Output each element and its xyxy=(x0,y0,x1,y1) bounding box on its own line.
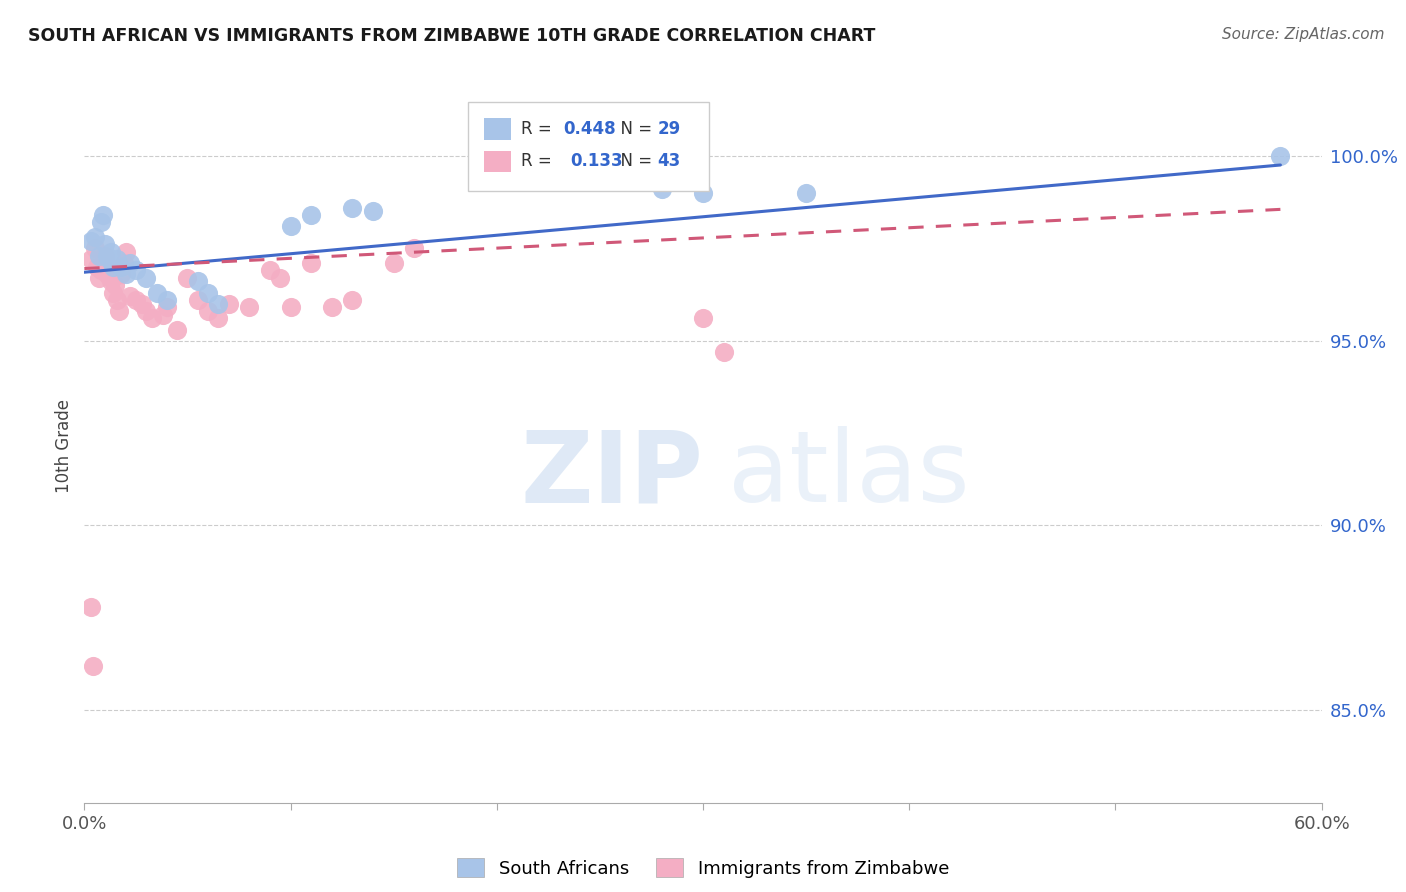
Point xyxy=(118,256,141,270)
Point xyxy=(321,301,343,315)
FancyBboxPatch shape xyxy=(484,151,512,172)
Point xyxy=(404,241,426,255)
Point xyxy=(105,252,128,267)
Point xyxy=(135,270,157,285)
Point xyxy=(238,301,260,315)
Point xyxy=(79,234,101,248)
Point xyxy=(1270,149,1292,163)
Point xyxy=(91,256,114,270)
Point xyxy=(156,293,179,307)
Point xyxy=(259,263,281,277)
Point xyxy=(651,182,673,196)
Point xyxy=(280,219,302,233)
Point xyxy=(269,270,291,285)
Point xyxy=(103,285,125,300)
Point xyxy=(79,599,101,614)
Point xyxy=(156,301,179,315)
Point xyxy=(176,270,198,285)
Point xyxy=(96,249,118,263)
Text: R =: R = xyxy=(522,120,557,138)
Point xyxy=(131,296,153,310)
Point xyxy=(361,204,384,219)
Point xyxy=(713,344,735,359)
Point xyxy=(104,278,127,293)
Point xyxy=(108,304,131,318)
Point xyxy=(187,275,209,289)
Point xyxy=(87,249,110,263)
Point xyxy=(152,308,174,322)
Text: N =: N = xyxy=(610,153,658,170)
Point xyxy=(91,208,114,222)
Text: N =: N = xyxy=(610,120,658,138)
Y-axis label: 10th Grade: 10th Grade xyxy=(55,399,73,493)
Point xyxy=(105,293,128,307)
Point xyxy=(100,275,122,289)
Point xyxy=(382,256,405,270)
Text: atlas: atlas xyxy=(728,426,969,523)
Text: Source: ZipAtlas.com: Source: ZipAtlas.com xyxy=(1222,27,1385,42)
Point xyxy=(125,293,148,307)
Point xyxy=(86,260,108,274)
Text: R =: R = xyxy=(522,153,562,170)
Point xyxy=(112,256,135,270)
Text: 43: 43 xyxy=(657,153,681,170)
Point xyxy=(299,208,322,222)
Point xyxy=(299,256,322,270)
Point xyxy=(342,293,364,307)
Point xyxy=(110,267,132,281)
Point xyxy=(118,289,141,303)
Point xyxy=(125,263,148,277)
Point xyxy=(114,244,136,259)
FancyBboxPatch shape xyxy=(468,102,709,191)
Point xyxy=(197,285,219,300)
Point xyxy=(94,237,117,252)
Point xyxy=(207,311,229,326)
Text: 29: 29 xyxy=(657,120,681,138)
Point xyxy=(114,267,136,281)
Point xyxy=(82,659,104,673)
Point xyxy=(135,304,157,318)
Point xyxy=(166,322,188,336)
Point xyxy=(103,260,125,274)
Point xyxy=(692,186,714,200)
FancyBboxPatch shape xyxy=(484,119,512,140)
Point xyxy=(342,201,364,215)
Point xyxy=(218,296,240,310)
Text: 0.448: 0.448 xyxy=(564,120,616,138)
Point xyxy=(110,260,132,274)
Point xyxy=(207,296,229,310)
Point xyxy=(280,301,302,315)
Point xyxy=(197,304,219,318)
Point xyxy=(83,230,105,244)
Point xyxy=(83,241,105,255)
Text: SOUTH AFRICAN VS IMMIGRANTS FROM ZIMBABWE 10TH GRADE CORRELATION CHART: SOUTH AFRICAN VS IMMIGRANTS FROM ZIMBABW… xyxy=(28,27,876,45)
Point xyxy=(794,186,817,200)
Point xyxy=(79,252,101,267)
Point xyxy=(90,215,112,229)
Point xyxy=(141,311,163,326)
Point xyxy=(98,252,121,267)
Legend: South Africans, Immigrants from Zimbabwe: South Africans, Immigrants from Zimbabwe xyxy=(449,849,957,887)
Point xyxy=(87,270,110,285)
Point xyxy=(187,293,209,307)
Text: ZIP: ZIP xyxy=(520,426,703,523)
Text: 0.133: 0.133 xyxy=(571,153,623,170)
Point xyxy=(96,267,118,281)
Point xyxy=(94,249,117,263)
Point xyxy=(98,260,121,274)
Point xyxy=(100,244,122,259)
Point xyxy=(692,311,714,326)
Point xyxy=(145,285,167,300)
Point xyxy=(90,263,112,277)
